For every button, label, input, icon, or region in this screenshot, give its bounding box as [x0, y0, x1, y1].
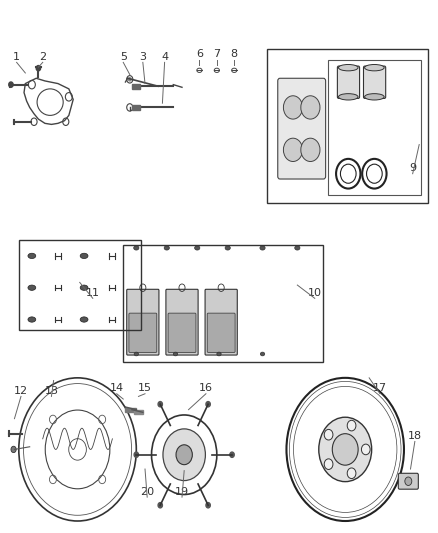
Bar: [123, 245, 323, 362]
Ellipse shape: [339, 94, 358, 100]
Circle shape: [347, 468, 356, 479]
Ellipse shape: [173, 352, 178, 356]
Text: 2: 2: [39, 52, 46, 62]
Ellipse shape: [28, 253, 36, 259]
Text: 3: 3: [139, 52, 146, 62]
Text: 1: 1: [13, 52, 20, 62]
Circle shape: [283, 96, 303, 119]
Text: 19: 19: [175, 487, 189, 497]
Ellipse shape: [364, 94, 384, 100]
Circle shape: [230, 452, 234, 457]
Circle shape: [176, 445, 192, 465]
Ellipse shape: [80, 317, 88, 322]
Ellipse shape: [80, 253, 88, 259]
Text: 20: 20: [140, 487, 154, 497]
Circle shape: [128, 78, 131, 81]
Text: 4: 4: [161, 52, 168, 62]
Text: 18: 18: [408, 431, 422, 441]
FancyBboxPatch shape: [129, 313, 157, 352]
Circle shape: [36, 66, 41, 71]
Bar: [134, 410, 143, 414]
FancyBboxPatch shape: [166, 289, 198, 355]
Ellipse shape: [217, 352, 221, 356]
Bar: [19, 240, 141, 330]
Text: 13: 13: [44, 386, 58, 396]
FancyBboxPatch shape: [278, 78, 325, 179]
FancyBboxPatch shape: [337, 66, 360, 99]
Ellipse shape: [260, 352, 265, 356]
FancyBboxPatch shape: [207, 313, 235, 352]
Ellipse shape: [339, 64, 358, 71]
FancyBboxPatch shape: [364, 66, 386, 99]
Ellipse shape: [225, 246, 230, 250]
Text: 16: 16: [199, 383, 213, 393]
FancyBboxPatch shape: [127, 289, 159, 355]
Circle shape: [332, 434, 358, 465]
Ellipse shape: [260, 246, 265, 250]
Text: 14: 14: [110, 383, 124, 393]
Circle shape: [206, 401, 210, 407]
Bar: [132, 84, 140, 89]
Circle shape: [347, 421, 356, 431]
Circle shape: [206, 503, 210, 508]
Text: 5: 5: [120, 52, 127, 62]
Ellipse shape: [295, 246, 300, 250]
Text: 11: 11: [86, 288, 100, 298]
Circle shape: [163, 429, 205, 481]
FancyBboxPatch shape: [398, 473, 418, 489]
Circle shape: [324, 459, 333, 470]
Circle shape: [158, 401, 162, 407]
Bar: [132, 105, 140, 110]
Circle shape: [283, 138, 303, 161]
Text: 9: 9: [409, 164, 416, 173]
Ellipse shape: [28, 285, 36, 290]
Circle shape: [134, 452, 138, 457]
Text: 15: 15: [138, 383, 152, 393]
Bar: [267, 49, 428, 203]
Text: 10: 10: [308, 288, 322, 298]
Text: 6: 6: [196, 50, 203, 59]
Text: 8: 8: [231, 50, 238, 59]
Circle shape: [158, 503, 162, 508]
Ellipse shape: [134, 352, 138, 356]
Bar: [328, 60, 421, 195]
Ellipse shape: [134, 246, 139, 250]
Ellipse shape: [194, 246, 200, 250]
Circle shape: [405, 477, 412, 486]
FancyBboxPatch shape: [205, 289, 237, 355]
Text: 17: 17: [373, 383, 387, 393]
Bar: [125, 408, 136, 412]
Circle shape: [301, 96, 320, 119]
FancyBboxPatch shape: [168, 313, 196, 352]
Ellipse shape: [28, 317, 36, 322]
Circle shape: [9, 82, 13, 87]
Ellipse shape: [164, 246, 170, 250]
Ellipse shape: [80, 285, 88, 290]
Ellipse shape: [364, 64, 384, 71]
Text: 12: 12: [14, 386, 28, 396]
Circle shape: [11, 446, 16, 453]
Text: 7: 7: [213, 50, 220, 59]
Circle shape: [301, 138, 320, 161]
Circle shape: [319, 417, 372, 482]
Circle shape: [324, 430, 333, 440]
Circle shape: [361, 444, 370, 455]
